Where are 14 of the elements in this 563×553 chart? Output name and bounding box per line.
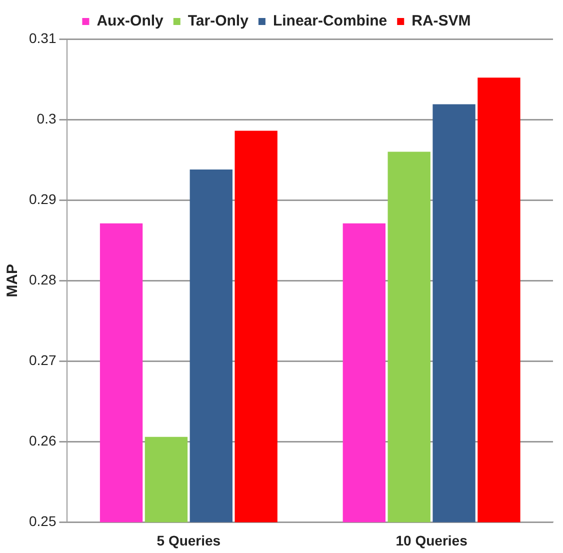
y-axis-title: MAP: [4, 264, 22, 298]
y-tick-label: 0.31: [29, 30, 56, 46]
legend-label: Aux-Only: [96, 12, 164, 30]
y-tick-label: 0.25: [29, 513, 56, 530]
legend-label: Tar-Only: [188, 12, 250, 30]
y-tick-label: 0.3: [36, 110, 56, 126]
x-tick-label: 10 Queries: [396, 532, 468, 548]
x-tick-label: 5 Queries: [156, 532, 221, 548]
legend-label: RA-SVM: [412, 12, 471, 30]
y-tick-label: 0.29: [29, 190, 56, 207]
y-tick-label: 0.26: [29, 432, 56, 449]
y-tick-label: 0.28: [29, 271, 56, 288]
y-tick-label: 0.27: [29, 352, 56, 368]
legend-label: Linear-Combine: [272, 12, 388, 30]
